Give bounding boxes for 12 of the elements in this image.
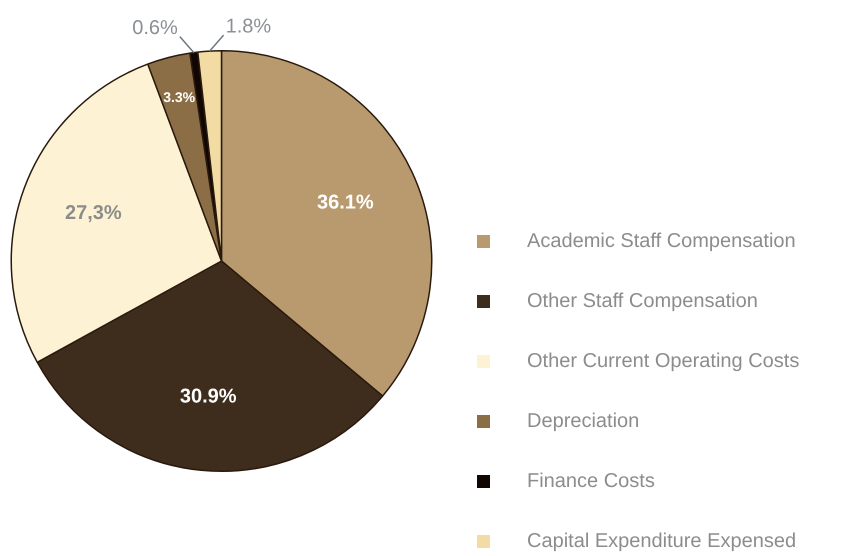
data-label: 0.6%	[132, 17, 178, 40]
legend-label: Academic Staff Compensation	[527, 230, 796, 252]
data-label: 27,3%	[65, 202, 122, 224]
legend-label: Other Staff Compensation	[527, 290, 758, 312]
legend-label: Other Current Operating Costs	[527, 350, 800, 372]
legend-label: Finance Costs	[527, 470, 655, 492]
legend-label: Capital Expenditure Expensed	[527, 530, 796, 552]
data-label: 1.8%	[226, 16, 272, 38]
legend-label: Depreciation	[527, 410, 640, 432]
data-label: 3.3%	[163, 89, 196, 106]
data-label: 36.1%	[316, 192, 374, 214]
data-label: 30.9%	[180, 386, 237, 408]
